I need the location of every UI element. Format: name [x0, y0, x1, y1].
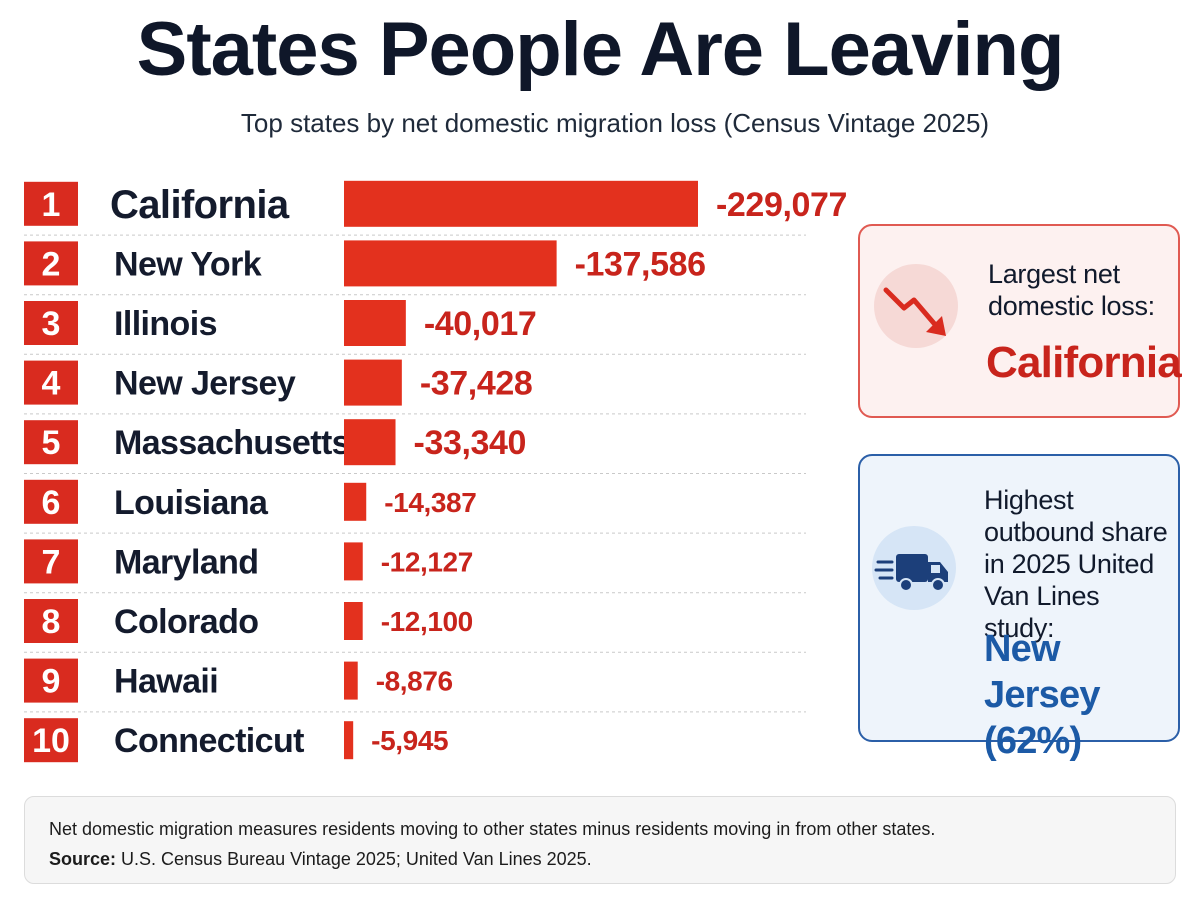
value-label: -12,100: [381, 606, 473, 637]
bar: [344, 721, 354, 760]
rank-badge: [24, 718, 78, 763]
bar: [344, 180, 698, 227]
rank-badge: [24, 241, 78, 286]
rank-badge: [24, 301, 78, 345]
rank-number: 3: [42, 305, 61, 343]
rank-badge: [24, 539, 78, 584]
bar: [344, 602, 363, 640]
state-label: Louisiana: [114, 484, 269, 522]
value-label: -14,387: [384, 487, 476, 518]
outbound-share-callout: Highest outbound share in 2025 United Va…: [858, 454, 1180, 762]
rank-number: 10: [32, 722, 70, 760]
footnote-definition: Net domestic migration measures resident…: [49, 819, 936, 839]
rank-number: 9: [42, 663, 61, 701]
rank-number: 4: [42, 365, 61, 403]
chart-title: States People Are Leaving: [136, 7, 1065, 92]
rank-number: 1: [42, 186, 61, 224]
bar: [344, 359, 402, 406]
footnote-box: Net domestic migration measures resident…: [24, 796, 1176, 884]
largest-loss-callout: Largest net domestic loss: California: [858, 224, 1182, 418]
rank-number: 2: [42, 245, 61, 283]
state-label: Hawaii: [114, 663, 218, 701]
value-label: -229,077: [716, 186, 847, 224]
rank-badge: [24, 599, 78, 643]
bar: [344, 482, 367, 521]
chart-subtitle: Top states by net domestic migration los…: [240, 108, 990, 138]
rank-number: 5: [42, 424, 61, 462]
value-label: -40,017: [424, 305, 537, 343]
value-label: -5,945: [371, 725, 448, 756]
icon-circle: [874, 264, 958, 348]
rank-badge: [24, 360, 78, 405]
state-label: Maryland: [114, 543, 258, 581]
largest-loss-value: California: [986, 338, 1182, 387]
bar: [344, 240, 557, 287]
source-text: U.S. Census Bureau Vintage 2025; United …: [116, 849, 592, 869]
value-label: -12,127: [381, 546, 473, 577]
icon-circle: [872, 526, 956, 610]
rank-badge: [24, 181, 78, 226]
value-label: -33,340: [414, 424, 527, 462]
rank-number: 8: [42, 603, 61, 641]
value-label: -8,876: [376, 666, 453, 697]
state-label: California: [110, 183, 290, 227]
state-label: Illinois: [114, 305, 217, 343]
footnote-source: Source: U.S. Census Bureau Vintage 2025;…: [49, 849, 592, 870]
rank-badge: [24, 479, 78, 524]
trending-down-arrow-icon: [883, 287, 946, 336]
moving-truck-icon: [874, 554, 948, 592]
state-label: Massachusetts: [114, 424, 350, 462]
largest-loss-label: Largest net domestic loss:: [988, 259, 1155, 321]
bar: [344, 542, 363, 581]
rank-badge: [24, 658, 78, 703]
outbound-share-value: New Jersey (62%): [984, 628, 1100, 762]
value-label: -37,428: [420, 365, 533, 403]
state-label: New Jersey: [114, 365, 296, 403]
state-label: Colorado: [114, 603, 258, 641]
bar: [344, 300, 406, 346]
state-label: Connecticut: [114, 722, 304, 760]
bar: [344, 419, 396, 466]
rank-number: 7: [42, 543, 61, 581]
bar: [344, 661, 358, 700]
state-label: New York: [114, 245, 262, 283]
rank-number: 6: [42, 484, 61, 522]
source-label: Source:: [49, 849, 117, 869]
outbound-share-label: Highest outbound share in 2025 United Va…: [984, 485, 1168, 643]
rank-badge: [24, 420, 78, 465]
value-label: -137,586: [575, 245, 706, 283]
